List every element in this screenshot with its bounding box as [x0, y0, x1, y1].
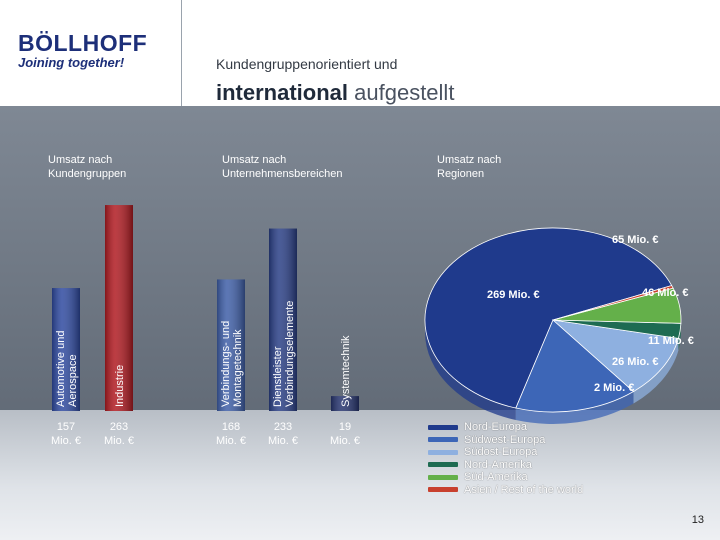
bar-shade-automotive-und-aerospace — [52, 288, 80, 411]
pie-slice-asien-rest-of-the-world — [552, 285, 674, 321]
legend-label: Südost-Europa — [464, 446, 538, 459]
legend-swatch — [428, 437, 458, 443]
company-logo: BÖLLHOFF — [18, 30, 148, 56]
legend-swatch — [428, 462, 458, 468]
legend-swatch — [428, 474, 458, 480]
page-number: 13 — [691, 514, 704, 526]
bar-label-systemtechnik: Systemtechnik — [340, 335, 352, 407]
slide-subtitle: Kundengruppenorientiert und — [216, 56, 398, 72]
legend-label: Nord-Amerika — [464, 458, 532, 471]
pie-value-label-nord-amerika: 11 Mio. € — [648, 335, 694, 347]
legend-label: Asien / Rest of the world — [464, 483, 584, 496]
legend-item-asien-rest-of-the-world: Asien / Rest of the world — [428, 484, 583, 497]
bar-shade-verbindungs-und-montagetechnik — [217, 279, 245, 411]
pie-value-label-südwest-europa: 65 Mio. € — [612, 234, 658, 246]
pie-slice-südwest-europa — [515, 319, 635, 413]
slide-title-bold: international — [216, 80, 349, 105]
legend-item-nord-amerika: Nord-Amerika — [428, 459, 583, 472]
tagline: Joining together! — [18, 55, 125, 70]
bar-shade-systemtechnik — [331, 396, 359, 411]
legend-label: Süd-Amerika — [464, 471, 528, 484]
pie-value-label-nord-europa: 269 Mio. € — [487, 289, 540, 301]
slide-header: BÖLLHOFF Joining together! Kundengruppen… — [0, 0, 720, 106]
pie-slice-südost-europa — [551, 319, 679, 393]
bar-label-automotive-und-aerospace: Automotive undAerospace — [55, 331, 79, 407]
pie-slice-nord-europa — [424, 227, 673, 409]
legend-swatch — [428, 487, 458, 493]
legend-item-südwest-europa: Südwest-Europa — [428, 434, 583, 447]
slide-title-light: aufgestellt — [354, 80, 455, 105]
chart-title-regionen: Umsatz nach Regionen — [437, 154, 502, 180]
legend-swatch — [428, 449, 458, 455]
pie-side-südwest-europa — [515, 391, 634, 424]
pie-value-label-süd-amerika: 26 Mio. € — [612, 356, 658, 368]
bar-shade-dienstleister-verbindungselemente — [269, 228, 297, 411]
legend-label: Nord-Europa — [464, 421, 527, 434]
chart-title-unternehmensbereiche: Umsatz nach Unternehmensbereichen — [222, 154, 343, 180]
pie-side-südost-europa — [633, 338, 679, 404]
bottom-band — [0, 410, 720, 540]
legend-item-süd-amerika: Süd-Amerika — [428, 471, 583, 484]
legend-item-nord-europa: Nord-Europa — [428, 421, 583, 434]
bar-label-verbindungs-und-montagetechnik: Verbindungs- undMontagetechnik — [220, 321, 244, 407]
legend-swatch — [428, 424, 458, 430]
pie-value-label-asien-rest-of-the-world: 2 Mio. € — [594, 382, 634, 394]
bar-label-dienstleister-verbindungselemente: DienstleisterVerbindungselemente — [272, 301, 296, 407]
bar-label-industrie: Industrie — [114, 365, 126, 407]
value-label-systemtechnik: 19 Mio. € — [330, 421, 360, 447]
value-label-verbindungs-und-montagetechnik: 168 Mio. € — [216, 421, 246, 447]
header-divider — [181, 0, 182, 106]
value-label-dienstleister-verbindungselemente: 233 Mio. € — [268, 421, 298, 447]
pie-value-label-südost-europa: 46 Mio. € — [642, 287, 688, 299]
legend-label: Südwest-Europa — [464, 433, 546, 446]
value-label-automotive-und-aerospace: 157 Mio. € — [51, 421, 81, 447]
chart-title-kundengruppen: Umsatz nach Kundengruppen — [48, 154, 127, 180]
pie-legend: Nord-Europa Südwest-Europa Südost-Europa No… — [428, 421, 583, 496]
bar-shade-industrie — [105, 205, 133, 411]
pie-side-nord-europa — [425, 320, 516, 421]
slide-title: international aufgestellt — [216, 80, 454, 106]
value-label-industrie: 263 Mio. € — [104, 421, 134, 447]
legend-item-südost-europa: Südost-Europa — [428, 446, 583, 459]
